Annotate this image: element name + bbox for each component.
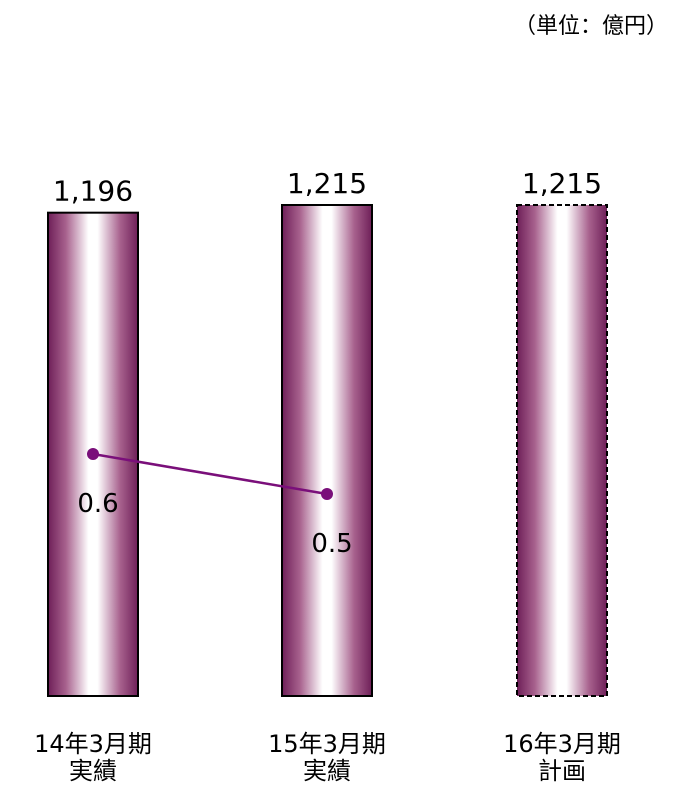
labels-layer: 1,19614年3月期実績1,21515年3月期実績1,21516年3月期計画0…	[34, 167, 621, 785]
ratio-point-2	[321, 488, 333, 500]
bar-value-label-1: 1,196	[53, 175, 133, 208]
category-label-2-line-2: 実績	[303, 757, 351, 785]
category-label-3-line-2: 計画	[538, 757, 586, 785]
ratio-line	[92, 452, 328, 496]
category-label-2-line-1: 15年3月期	[268, 730, 386, 758]
ratio-point-1	[87, 448, 99, 460]
ratio-value-label-1: 0.6	[77, 489, 118, 519]
bar-3	[516, 204, 608, 697]
bar-2	[281, 204, 373, 697]
ratio-value-label-2: 0.5	[311, 529, 352, 559]
ratio-line-layer	[87, 448, 333, 500]
bars-layer	[47, 204, 608, 697]
unit-label: （単位：億円）	[514, 14, 668, 39]
bar-value-label-3: 1,215	[522, 167, 602, 200]
category-label-3-line-1: 16年3月期	[503, 730, 621, 758]
category-label-1-line-1: 14年3月期	[34, 730, 152, 758]
category-label-1-line-2: 実績	[69, 757, 117, 785]
bar-value-label-2: 1,215	[287, 167, 367, 200]
